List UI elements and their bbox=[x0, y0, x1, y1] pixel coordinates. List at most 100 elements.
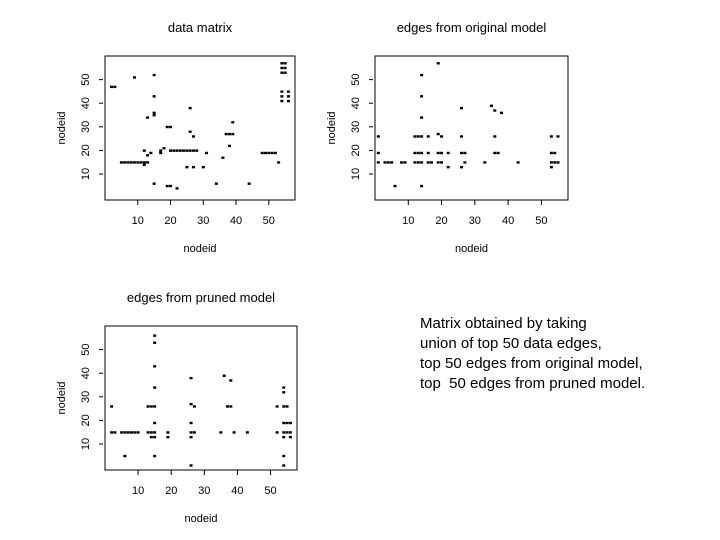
data-point bbox=[516, 161, 520, 164]
y-tick-label: 30 bbox=[350, 121, 362, 133]
data-point bbox=[446, 151, 450, 155]
x-tick-label: 20 bbox=[164, 215, 176, 227]
data-point bbox=[553, 151, 557, 155]
data-point bbox=[136, 161, 140, 164]
data-point bbox=[152, 111, 156, 115]
data-point bbox=[146, 161, 150, 164]
data-point bbox=[146, 116, 150, 119]
data-point bbox=[420, 116, 424, 119]
data-point bbox=[436, 132, 440, 136]
data-point bbox=[178, 149, 182, 152]
data-point bbox=[280, 71, 284, 74]
data-point bbox=[227, 132, 231, 136]
x-axis-label: nodeid bbox=[184, 513, 217, 525]
data-point bbox=[192, 405, 196, 408]
data-point bbox=[162, 147, 166, 150]
data-point bbox=[282, 391, 286, 394]
chart-title: edges from original model bbox=[397, 20, 547, 35]
data-point bbox=[225, 405, 229, 408]
data-point bbox=[232, 431, 236, 434]
data-point bbox=[496, 151, 500, 155]
data-point bbox=[440, 135, 444, 138]
x-tick-label: 30 bbox=[198, 485, 210, 497]
y-tick-label: 10 bbox=[80, 168, 92, 180]
data-point bbox=[283, 62, 287, 65]
data-point bbox=[282, 435, 286, 439]
data-point bbox=[426, 151, 430, 155]
data-point bbox=[282, 431, 286, 434]
y-axis-label: nodeid bbox=[326, 111, 338, 144]
data-point bbox=[146, 154, 150, 157]
x-tick-label: 30 bbox=[469, 215, 481, 227]
data-point bbox=[436, 62, 440, 65]
x-tick-label: 10 bbox=[132, 485, 144, 497]
data-point bbox=[283, 66, 287, 70]
x-tick-label: 10 bbox=[402, 215, 414, 227]
data-point bbox=[390, 161, 394, 164]
data-point bbox=[288, 431, 292, 434]
x-tick-label: 10 bbox=[132, 215, 144, 227]
data-point bbox=[376, 161, 380, 164]
data-point bbox=[159, 149, 163, 152]
y-axis-label: nodeid bbox=[56, 111, 68, 144]
data-point bbox=[376, 151, 380, 155]
data-point bbox=[416, 161, 420, 164]
data-point bbox=[120, 431, 124, 434]
data-point bbox=[195, 149, 199, 152]
data-point bbox=[142, 163, 146, 166]
scatter-plot-original-model: edges from original model 10 20 30 40 50 nodei… bbox=[326, 20, 569, 255]
data-point bbox=[277, 161, 281, 164]
data-point bbox=[222, 374, 226, 377]
data-point bbox=[247, 182, 251, 185]
caption-line-2: union of top 50 data edges, bbox=[420, 335, 602, 352]
x-tick-label: 50 bbox=[264, 485, 276, 497]
data-point bbox=[123, 161, 127, 164]
data-point bbox=[231, 121, 235, 124]
data-point bbox=[231, 132, 235, 136]
data-point bbox=[191, 165, 195, 169]
data-point bbox=[460, 106, 464, 110]
data-point bbox=[446, 165, 450, 169]
data-point bbox=[146, 405, 150, 408]
data-point bbox=[153, 405, 157, 408]
data-point bbox=[126, 161, 130, 164]
data-point bbox=[383, 161, 387, 164]
data-point bbox=[275, 431, 279, 434]
data-point bbox=[549, 151, 553, 155]
data-point bbox=[282, 454, 286, 458]
data-point bbox=[169, 125, 173, 129]
data-point bbox=[153, 334, 157, 337]
data-point bbox=[153, 421, 157, 425]
data-point bbox=[556, 161, 560, 164]
data-point bbox=[185, 165, 189, 169]
data-point bbox=[264, 151, 268, 155]
data-point bbox=[189, 376, 193, 380]
caption: Matrix obtained by taking union of top 5… bbox=[420, 314, 715, 394]
x-axis-label: nodeid bbox=[455, 243, 488, 255]
scatter-plot-data-matrix: data matrix 10 20 30 40 50 nodeid 10 20 30 40 50 nod… bbox=[56, 20, 296, 255]
data-point bbox=[152, 182, 156, 185]
data-point bbox=[426, 135, 430, 138]
y-tick-label: 10 bbox=[80, 438, 92, 450]
data-point bbox=[153, 386, 157, 389]
y-axis-label: nodeid bbox=[56, 381, 68, 414]
x-axis-label: nodeid bbox=[183, 243, 216, 255]
data-point bbox=[493, 109, 497, 112]
data-point bbox=[166, 435, 170, 439]
data-point bbox=[280, 95, 284, 98]
data-point bbox=[142, 161, 146, 164]
data-point bbox=[413, 135, 417, 138]
data-point bbox=[288, 421, 292, 425]
data-point bbox=[460, 165, 464, 169]
data-point bbox=[283, 71, 287, 74]
data-point bbox=[282, 421, 286, 425]
data-point bbox=[110, 405, 114, 408]
data-point bbox=[245, 431, 249, 434]
data-point bbox=[189, 402, 193, 406]
data-point bbox=[386, 161, 390, 164]
x-tick-label: 50 bbox=[263, 215, 275, 227]
data-point bbox=[556, 135, 560, 138]
data-point bbox=[499, 111, 503, 115]
data-point bbox=[153, 454, 157, 458]
data-point bbox=[152, 95, 156, 98]
